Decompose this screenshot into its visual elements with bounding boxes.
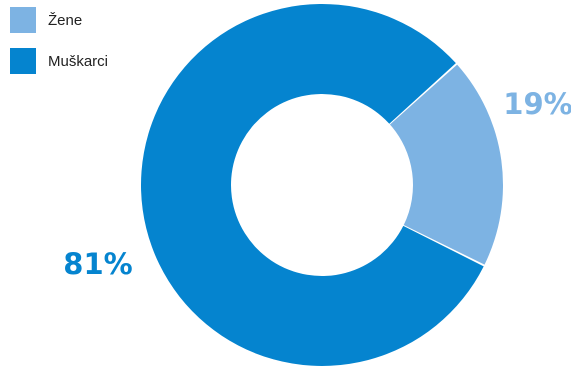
legend-swatch-zene <box>10 7 36 33</box>
legend-label-muskarci: Muškarci <box>48 52 109 70</box>
data-label-zene: 19% <box>503 87 571 121</box>
legend-item-zene: Žene <box>10 7 108 33</box>
legend-label-zene: Žene <box>48 11 83 29</box>
chart-legend: Žene Muškarci <box>10 7 108 89</box>
data-label-muskarci: 81% <box>63 247 132 281</box>
legend-item-muskarci: Muškarci <box>10 48 108 74</box>
donut-slice-zene <box>389 64 503 265</box>
donut-slice-muskarci <box>141 4 484 367</box>
legend-swatch-muskarci <box>10 48 36 74</box>
